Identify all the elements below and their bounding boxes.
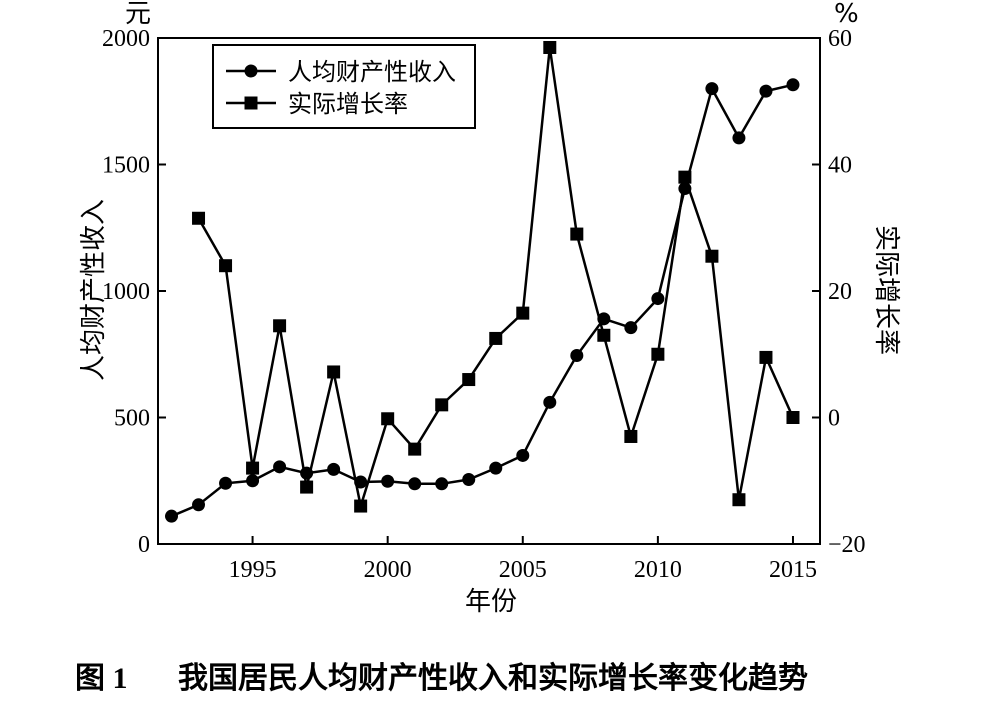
x-tick-label: 2015	[769, 557, 817, 583]
x-axis-label: 年份	[465, 587, 517, 617]
income-point	[543, 395, 557, 409]
y-left-axis-ticks: 0 500 1000 1500 2000	[102, 26, 166, 558]
growth-point	[300, 480, 314, 494]
income-series-line	[171, 83, 794, 518]
income-point	[300, 466, 314, 480]
growth-point	[759, 350, 773, 364]
legend-label-income: 人均财产性收入	[288, 58, 456, 86]
growth-point	[192, 211, 206, 225]
income-point	[489, 461, 503, 475]
x-tick-label: 1995	[229, 557, 277, 583]
income-point	[516, 448, 530, 462]
legend-box	[212, 44, 476, 129]
growth-point	[354, 499, 368, 513]
y-left-tick-label: 1000	[102, 279, 150, 305]
income-point	[192, 498, 206, 512]
growth-point	[678, 170, 692, 184]
growth-point	[570, 227, 584, 241]
income-point	[381, 474, 395, 488]
income-point	[732, 131, 746, 145]
income-point	[759, 84, 773, 98]
y-left-tick-label: 1500	[102, 153, 150, 179]
growth-point	[408, 442, 422, 456]
income-point	[570, 349, 584, 363]
growth-point	[732, 493, 746, 507]
income-point	[273, 460, 287, 474]
legend-marker-income	[244, 64, 258, 78]
growth-point	[651, 347, 665, 361]
y-left-tick-label: 0	[138, 532, 150, 558]
figure-number: 图 1	[75, 662, 128, 695]
growth-point	[273, 319, 287, 333]
y-left-tick-label: 500	[114, 406, 150, 432]
growth-point	[543, 40, 557, 54]
growth-point	[219, 259, 233, 273]
growth-point	[786, 411, 800, 424]
legend-label-growth: 实际增长率	[288, 90, 408, 118]
y-right-tick-label: 40	[828, 153, 852, 179]
income-point	[678, 182, 692, 196]
growth-point	[705, 249, 719, 263]
y-right-tick-label: 60	[828, 26, 852, 52]
x-axis-ticks: 1995 2000 2005 2010 2015	[229, 536, 817, 583]
income-point	[651, 292, 665, 306]
x-tick-label: 2010	[634, 557, 682, 583]
y-left-axis-label: 人均财产性收入	[79, 199, 109, 381]
y-right-axis-label: 实际增长率	[871, 225, 901, 355]
income-point	[219, 476, 233, 490]
growth-point	[489, 331, 503, 345]
y-left-tick-label: 2000	[102, 26, 150, 52]
y-right-tick-label: 0	[828, 406, 840, 432]
income-point	[165, 509, 179, 523]
income-point	[462, 472, 476, 486]
x-tick-label: 2005	[499, 557, 547, 583]
y-right-tick-label: −20	[828, 532, 866, 558]
series-markers	[165, 40, 800, 523]
growth-point	[624, 429, 638, 443]
y-right-axis-ticks: −20 0 20 40 60	[812, 26, 866, 558]
growth-point	[435, 398, 449, 412]
income-point	[246, 474, 260, 488]
x-tick-label: 2000	[364, 557, 412, 583]
left-axis-unit: 元	[125, 0, 151, 29]
income-point	[624, 321, 638, 335]
right-axis-unit: %	[834, 0, 859, 29]
income-point	[705, 82, 719, 96]
income-point	[354, 475, 368, 489]
y-right-tick-label: 20	[828, 279, 852, 305]
growth-point	[462, 373, 476, 387]
income-point	[597, 312, 611, 326]
income-point	[408, 477, 422, 491]
income-point	[327, 462, 341, 476]
chart-title: 我国居民人均财产性收入和实际增长率变化趋势	[178, 661, 808, 696]
growth-point	[516, 306, 530, 320]
legend-marker-growth	[244, 96, 258, 110]
growth-point	[597, 328, 611, 342]
legend: 人均财产性收入 实际增长率	[212, 44, 476, 129]
income-point	[435, 477, 449, 491]
income-point	[786, 78, 800, 92]
growth-point	[246, 461, 260, 475]
growth-point	[327, 365, 341, 379]
growth-point	[381, 412, 395, 426]
